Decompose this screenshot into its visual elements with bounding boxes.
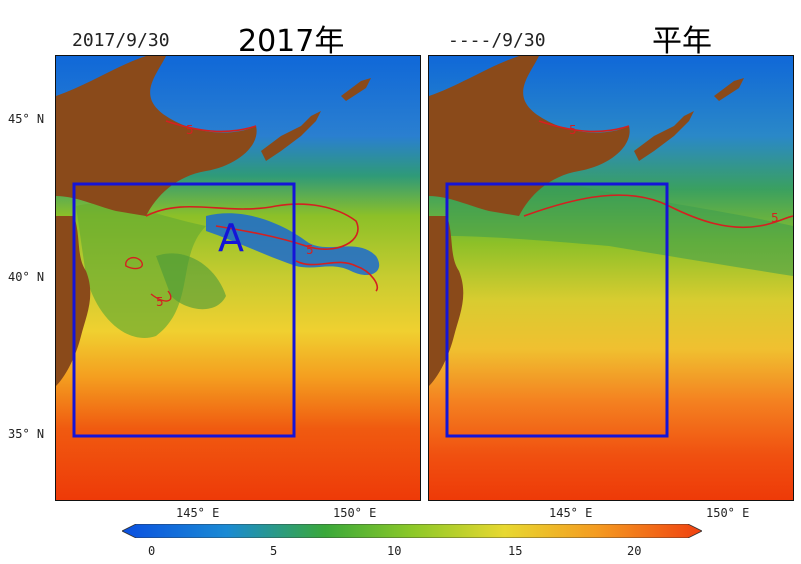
left-contour-label-1: 5	[186, 123, 194, 137]
right-lon-label-145: 145° E	[549, 506, 593, 520]
left-contour-5c-c	[295, 260, 378, 292]
lat-label-45: 45° N	[8, 112, 45, 126]
right-map-svg: 5 5	[429, 56, 793, 500]
left-panel-title: 2017年	[238, 24, 345, 59]
left-contour-5c-e	[150, 290, 172, 302]
colorbar-svg	[121, 523, 703, 539]
left-lon-label-150: 150° E	[333, 506, 377, 520]
right-land-kurils-north	[714, 78, 744, 101]
right-green-region	[449, 173, 793, 276]
left-region-label: A	[218, 216, 244, 260]
left-region-box	[72, 182, 296, 438]
left-green-eddy	[156, 253, 226, 310]
colorbar-tick-5: 5	[270, 544, 278, 558]
left-contour-5c-a	[165, 120, 257, 133]
colorbar-bar	[121, 523, 703, 539]
lat-label-35: 35° N	[8, 427, 45, 441]
colorbar-tick-0: 0	[148, 544, 156, 558]
lat-label-40: 40° N	[8, 270, 45, 284]
right-lon-label-150: 150° E	[706, 506, 750, 520]
left-contour-5c-b	[145, 203, 359, 250]
left-date-label: 2017/9/30	[72, 30, 170, 51]
left-map-svg: 5 5 5 A	[56, 56, 420, 500]
right-sst-map: 5 5	[428, 55, 794, 501]
right-contour-5c-b	[523, 194, 793, 229]
left-contour-label-3: 5	[156, 295, 164, 309]
right-panel-title: 平年	[652, 24, 712, 59]
right-land-hokkaido	[429, 56, 630, 216]
colorbar-tick-10: 10	[387, 544, 402, 558]
colorbar-tick-20: 20	[627, 544, 642, 558]
right-region-box	[445, 182, 669, 438]
left-green-region	[76, 203, 206, 338]
left-lon-label-145: 145° E	[176, 506, 220, 520]
right-contour-5c-a	[538, 120, 630, 133]
left-land-kurils	[261, 111, 321, 161]
left-contour-label-2: 5	[306, 243, 314, 257]
left-contour-5c-d	[125, 256, 143, 270]
right-contour-label-1: 5	[569, 123, 577, 137]
right-contour-label-2: 5	[771, 211, 779, 225]
right-land-kurils	[634, 111, 694, 161]
colorbar-tick-15: 15	[508, 544, 523, 558]
left-sst-map: 5 5 5 A	[55, 55, 421, 501]
colorbar	[121, 523, 703, 539]
left-land-kurils-north	[341, 78, 371, 101]
right-date-label: ----/9/30	[448, 30, 546, 51]
left-land-hokkaido	[56, 56, 257, 216]
